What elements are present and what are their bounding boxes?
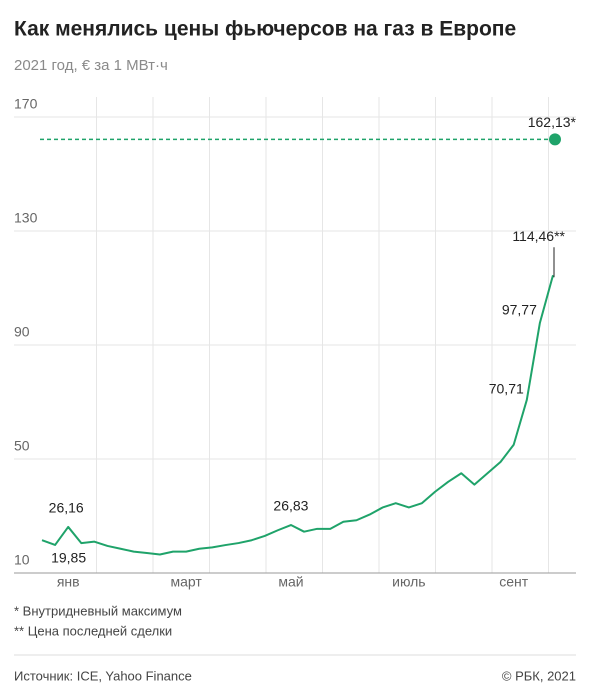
x-tick-label: июль [392, 574, 425, 590]
y-tick-label: 50 [14, 438, 30, 454]
plot-area: 10 50 90 130 170 янв март май июль сент 19,85 26,16… [14, 96, 577, 590]
max-point [549, 133, 561, 146]
footnote: * Внутридневный максимум [14, 603, 182, 618]
y-tick-label: 90 [14, 324, 30, 340]
chart-title: Как менялись цены фьючерсов на газ в Евр… [14, 18, 516, 41]
footnote: ** Цена последней сделки [14, 623, 172, 638]
x-tick-label: сент [499, 574, 529, 590]
x-tick-label: март [170, 574, 202, 590]
value-label: 70,71 [489, 381, 524, 397]
y-tick-label: 130 [14, 210, 38, 226]
y-tick-label: 170 [14, 96, 38, 112]
source: Источник: ICE, Yahoo Finance [14, 668, 192, 683]
chart-subtitle: 2021 год, € за 1 МВт·ч [14, 57, 168, 74]
copyright: © РБК, 2021 [502, 668, 576, 683]
y-tick-label: 10 [14, 552, 30, 568]
value-label: 19,85 [51, 550, 86, 566]
value-label: 26,16 [49, 500, 84, 516]
x-tick-label: май [278, 574, 303, 590]
value-label: 26,83 [273, 498, 308, 514]
value-label: 114,46** [512, 228, 565, 244]
line [41, 274, 554, 556]
max-label: 162,13* [528, 114, 577, 130]
x-tick-label: янв [57, 574, 80, 590]
value-label: 97,77 [502, 302, 537, 318]
